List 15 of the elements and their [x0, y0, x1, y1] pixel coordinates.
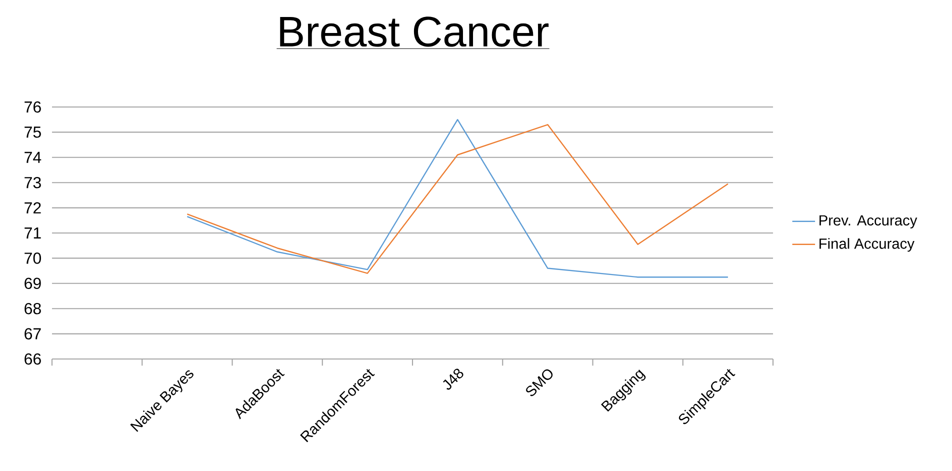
chart-title: Breast Cancer [280, 16, 549, 47]
y-tick-label: 70 [24, 252, 41, 264]
legend-label: Prev. Accuracy [820, 215, 918, 228]
y-tick-label: 68 [24, 302, 41, 314]
y-tick-label: 74 [24, 152, 42, 163]
y-tick-label: 67 [24, 328, 41, 340]
x-tick-label: J48 [443, 368, 464, 390]
legend-label: Final Accuracy [820, 238, 914, 252]
y-tick-label: 66 [24, 353, 41, 365]
y-tick-label: 72 [24, 202, 41, 214]
y-tick-label: 69 [24, 278, 41, 290]
y-tick-label: 73 [24, 176, 41, 188]
y-tick-label: 76 [24, 101, 41, 113]
y-tick-label: 71 [24, 228, 41, 238]
y-tick-label: 75 [24, 126, 41, 138]
